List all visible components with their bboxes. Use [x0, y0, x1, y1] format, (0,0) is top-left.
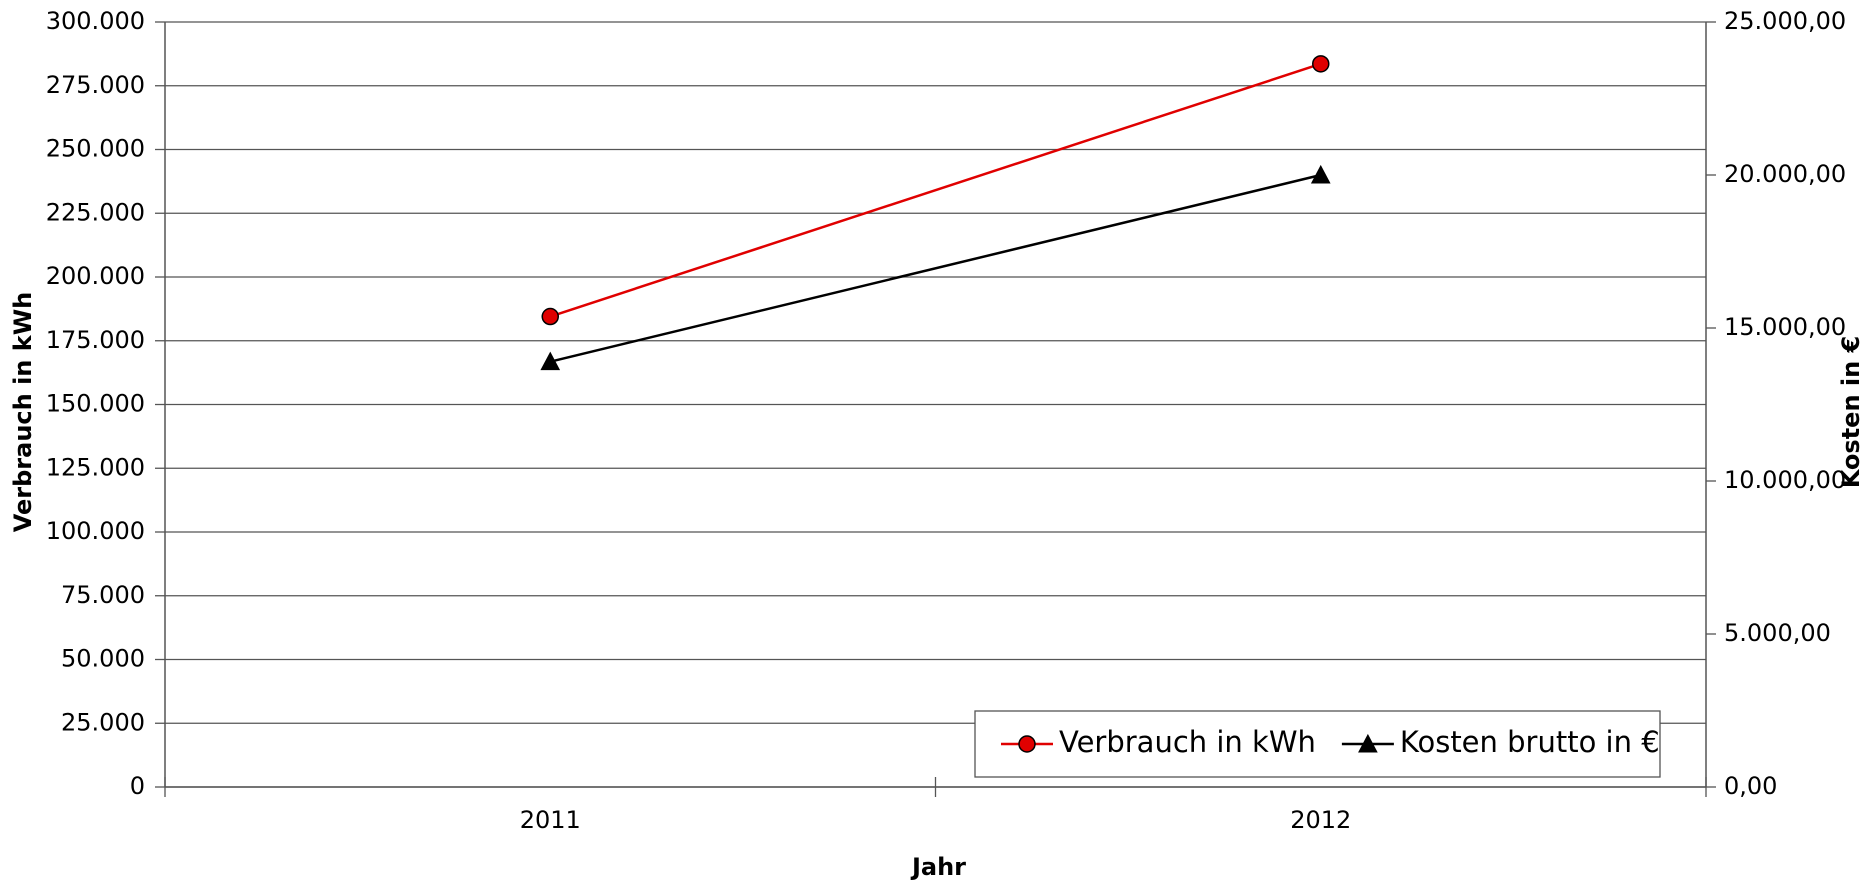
marker [1018, 735, 1036, 753]
y-tick-label: 175.000 [46, 326, 145, 354]
y2-tick-label: 20.000,00 [1724, 160, 1846, 188]
y-tick-label: 275.000 [46, 71, 145, 99]
y2-tick-label: 0,00 [1724, 772, 1777, 800]
y2-tick-label: 5.000,00 [1724, 619, 1831, 647]
y-tick-label: 25.000 [61, 708, 145, 736]
x-tick-label: 2011 [520, 806, 581, 834]
y2-axis-label: Kosten in € [1837, 336, 1865, 489]
marker [1358, 733, 1378, 753]
y2-tick-label: 25.000,00 [1724, 7, 1846, 35]
marker [541, 307, 559, 326]
x-tick-label: 2012 [1290, 806, 1351, 834]
marker [1312, 55, 1330, 73]
y-tick-label: 75.000 [61, 581, 145, 609]
y-tick-label: 50.000 [61, 645, 145, 673]
y-tick-label: 225.000 [46, 198, 145, 226]
line [549, 62, 1322, 318]
y-tick-label: 100.000 [46, 517, 145, 545]
line [549, 173, 1322, 363]
marker [540, 351, 561, 371]
y-tick-label: 150.000 [46, 390, 145, 418]
y2-tick-label: 10.000,00 [1724, 466, 1846, 494]
y-tick-label: 200.000 [46, 262, 145, 290]
y-tick-label: 300.000 [46, 7, 145, 35]
legend-box [974, 710, 1661, 778]
legend-label: Verbrauch in kWh [1059, 725, 1316, 759]
y2-tick-label: 15.000,00 [1724, 313, 1846, 341]
legend-label: Kosten brutto in € [1400, 725, 1660, 759]
y-tick-label: 250.000 [46, 135, 145, 163]
y-axis-label: Verbrauch in kWh [9, 292, 37, 533]
y-tick-label: 125.000 [46, 453, 145, 481]
y-tick-label: 0 [130, 772, 145, 800]
x-axis-label: Jahr [910, 853, 966, 881]
marker [1310, 164, 1331, 184]
